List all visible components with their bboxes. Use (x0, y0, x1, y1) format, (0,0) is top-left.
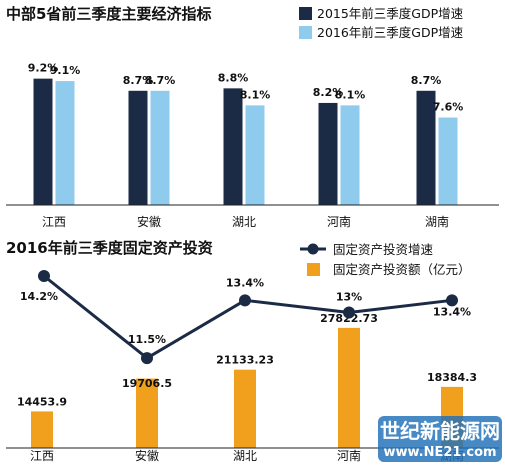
watermark-url: www.NE21.com (383, 445, 496, 460)
gdp-x-tick: 湖北 (232, 214, 256, 229)
gdp-bar-2015 (33, 78, 53, 205)
watermark-title: 世纪新能源网 (380, 419, 500, 443)
gdp-bar-2015 (223, 88, 243, 205)
watermark-box (378, 416, 502, 462)
growth-point (141, 352, 153, 365)
growth-point (239, 294, 251, 307)
growth-point (446, 294, 458, 307)
gdp-x-tick: 河南 (327, 214, 351, 229)
gdp-value-label: 8.8% (218, 71, 249, 84)
gdp-value-label: 8.1% (240, 88, 271, 101)
growth-point (343, 306, 355, 319)
legend-label-growth: 固定资产投资增速 (333, 242, 434, 257)
gdp-value-label: 8.7% (123, 74, 154, 87)
investment-x-tick: 湖北 (233, 448, 257, 463)
investment-value-label: 19706.5 (122, 377, 172, 390)
growth-value-label: 13% (336, 290, 362, 303)
legend-swatch-investment (307, 263, 320, 276)
gdp-x-ticks: 江西 安徽 湖北 河南 湖南 (42, 214, 449, 229)
gdp-value-label: 7.6% (433, 101, 464, 114)
investment-bar (234, 369, 256, 448)
legend-swatch-2015 (299, 7, 312, 20)
gdp-value-label: 8.7% (411, 74, 442, 87)
gdp-legend: 2015年前三季度GDP增速 2016年前三季度GDP增速 (299, 6, 464, 40)
investment-x-tick: 河南 (337, 448, 361, 463)
growth-value-label: 14.2% (20, 290, 58, 303)
legend-marker-growth (307, 243, 319, 255)
gdp-value-label: 9.1% (50, 64, 81, 77)
gdp-x-tick: 江西 (42, 215, 66, 229)
gdp-bar-2016 (150, 90, 170, 205)
gdp-bar-2016 (245, 105, 265, 205)
gdp-x-tick: 湖南 (425, 214, 449, 229)
gdp-value-label: 8.1% (335, 88, 366, 101)
investment-legend: 固定资产投资增速 固定资产投资额（亿元） (300, 242, 471, 277)
gdp-bar-2016 (340, 105, 360, 205)
investment-bar (31, 411, 53, 448)
investment-x-tick: 江西 (30, 449, 54, 463)
investment-x-tick: 安徽 (135, 448, 159, 463)
investment-chart-title: 2016年前三季度固定资产投资 (6, 239, 213, 257)
investment-bar (338, 327, 360, 448)
gdp-bar-2015 (128, 90, 148, 205)
gdp-value-label: 8.7% (145, 74, 176, 87)
legend-label-2015: 2015年前三季度GDP增速 (317, 6, 464, 21)
investment-value-label: 14453.9 (17, 395, 67, 408)
gdp-x-tick: 安徽 (137, 214, 161, 229)
gdp-chart: 中部5省前三季度主要经济指标 2015年前三季度GDP增速 2016年前三季度G… (6, 5, 499, 229)
legend-label-2016: 2016年前三季度GDP增速 (317, 25, 464, 40)
investment-bar (136, 378, 158, 448)
investment-value-label: 18384.3 (427, 371, 477, 384)
growth-value-label: 13.4% (226, 276, 264, 289)
gdp-bar-2015 (318, 102, 338, 205)
legend-label-investment: 固定资产投资额（亿元） (333, 262, 471, 277)
gdp-bar-2016 (438, 117, 458, 205)
gdp-bar-2016 (55, 81, 75, 205)
gdp-bar-2015 (416, 90, 436, 205)
gdp-value-label: 9.2% (28, 62, 59, 75)
growth-value-label: 11.5% (128, 333, 166, 346)
gdp-value-label: 8.2% (313, 86, 344, 99)
gdp-chart-title: 中部5省前三季度主要经济指标 (6, 5, 211, 23)
growth-point (38, 270, 50, 282)
investment-value-label: 21133.23 (216, 354, 274, 367)
investment-growth-line: 14.2% 11.5% 13.4% 13% 13.4% (20, 270, 471, 365)
growth-value-label: 13.4% (433, 305, 471, 318)
watermark: 世纪新能源网 www.NE21.com (378, 416, 502, 462)
legend-swatch-2016 (299, 26, 312, 39)
gdp-bars: 9.2%9.1%8.7%8.7% 8.8%8.1% 8.2%8.1%8.7%7.6% (28, 62, 464, 205)
